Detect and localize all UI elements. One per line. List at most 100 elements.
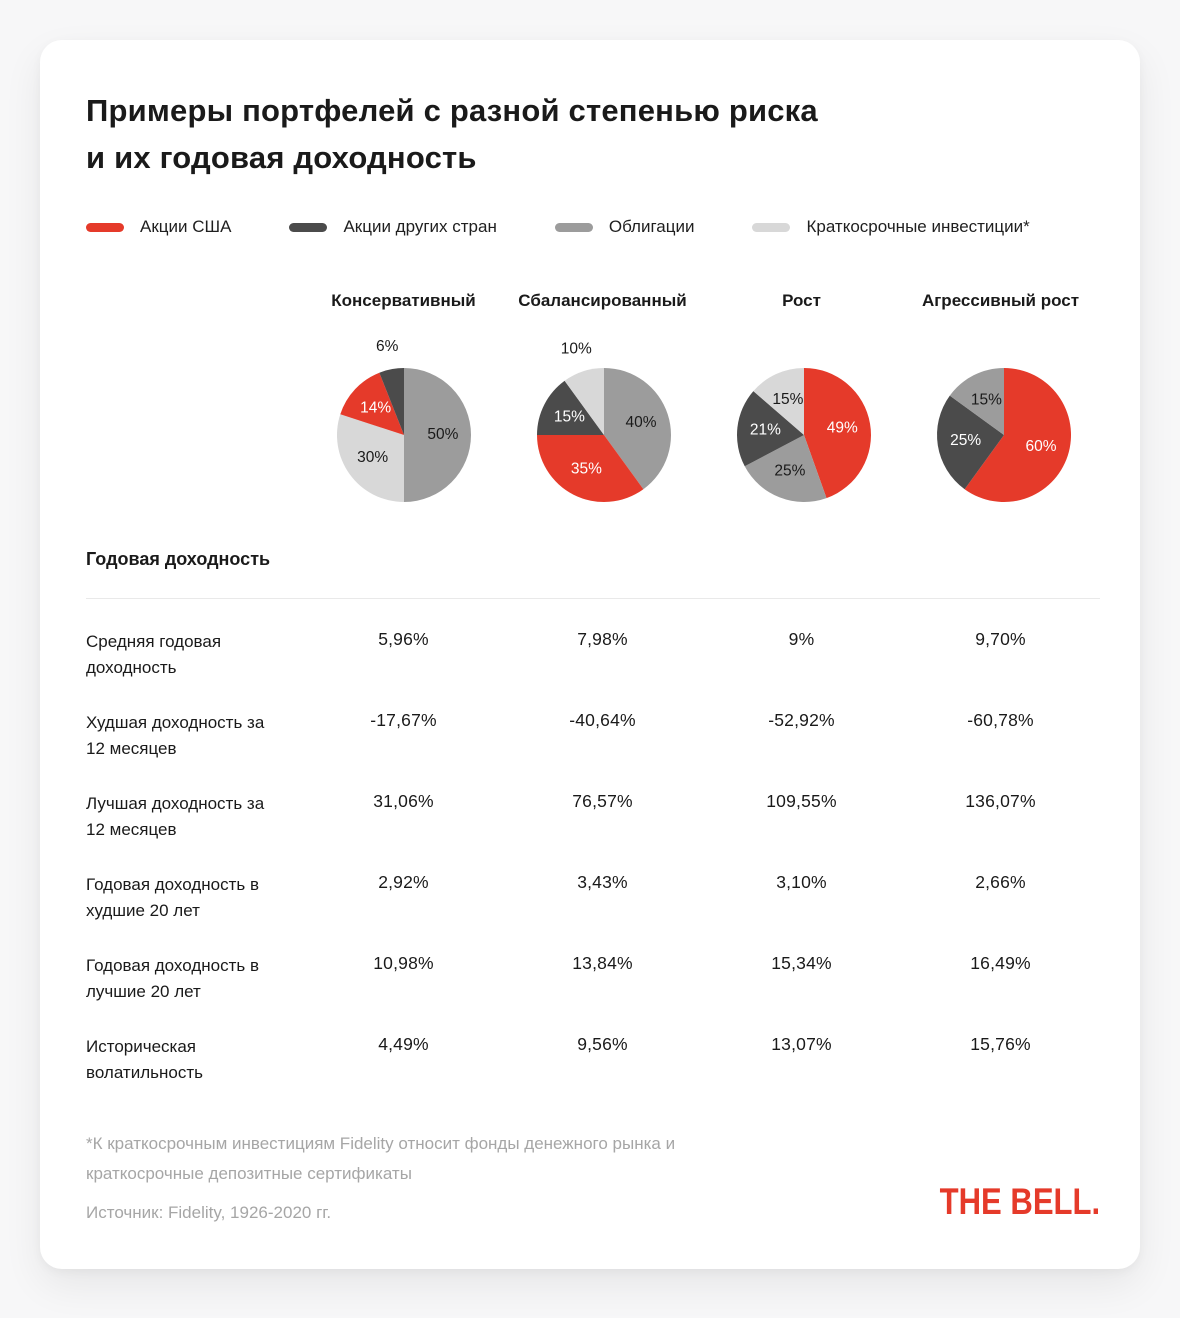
- row-label: Годовая доходность в худшие 20 лет: [86, 875, 259, 920]
- legend-swatch-us-stocks-icon: [86, 222, 124, 232]
- page-title-line2: и их годовая доходность: [86, 139, 477, 175]
- pie-slice: [537, 380, 604, 435]
- pie-slice-label: 10%: [561, 341, 592, 358]
- source: Источник: Fidelity, 1926-2020 гг.: [86, 1202, 332, 1222]
- portfolio-header-balanced: Сбалансированный: [518, 291, 687, 310]
- page-title-line1: Примеры портфелей с разной степенью риск…: [86, 93, 818, 128]
- pie-slice: [337, 414, 404, 502]
- legend-swatch-short-term-icon: [752, 222, 791, 232]
- pie-slice-label: 50%: [427, 426, 458, 443]
- pie-slice-label: 6%: [376, 338, 399, 355]
- pie-slice-label: 25%: [950, 432, 981, 449]
- pie-slice-label: 30%: [357, 449, 388, 466]
- row-value: 15,34%: [771, 953, 832, 973]
- row-label: Лучшая доходность за 12 месяцев: [86, 794, 265, 839]
- row-value: 2,92%: [378, 872, 429, 892]
- row-value: 109,55%: [766, 791, 837, 811]
- row-value: 136,07%: [965, 791, 1036, 811]
- row-value: 3,10%: [776, 872, 827, 892]
- portfolio-header-aggressive-growth: Агрессивный рост: [921, 291, 1080, 310]
- row-value: 16,49%: [970, 953, 1031, 973]
- page-title: Примеры портфелей с разной степенью риск…: [86, 88, 1100, 181]
- row-value: 10,98%: [373, 953, 434, 973]
- row-value: 9,56%: [577, 1034, 628, 1054]
- row-value: -17,67%: [370, 710, 437, 730]
- pie-slice: [964, 368, 1072, 502]
- spacer: [86, 323, 304, 519]
- legend-item-short-term: Краткосрочные инвестиции*: [752, 217, 1030, 237]
- portfolio-header-growth: Рост: [782, 291, 821, 310]
- row-label: Историческая волатильность: [86, 1037, 203, 1082]
- row-value: 9,70%: [975, 629, 1026, 649]
- pie-slice: [744, 435, 827, 502]
- pie-slice-label: 49%: [827, 419, 858, 436]
- spacer: [86, 291, 304, 311]
- legend-swatch-intl-stocks-icon: [289, 222, 328, 232]
- legend-label: Акции других стран: [343, 217, 497, 236]
- pie-slice: [949, 368, 1004, 435]
- pie-slice: [804, 368, 871, 499]
- divider: [86, 598, 1100, 599]
- legend-item-bonds: Облигации: [554, 217, 695, 237]
- pie-slice-label: 15%: [554, 408, 585, 425]
- row-label: Худшая доходность за 12 месяцев: [86, 713, 265, 758]
- row-value: 5,96%: [378, 629, 429, 649]
- footer: *К краткосрочным инвестициям Fidelity от…: [86, 1129, 1100, 1223]
- pie-slice-label: 40%: [625, 414, 656, 431]
- legend-label: Акции США: [140, 217, 232, 236]
- pie-slice: [736, 391, 804, 467]
- footer-left: *К краткосрочным инвестициям Fidelity от…: [86, 1129, 696, 1223]
- row-value: 4,49%: [378, 1034, 429, 1054]
- pie-slice-label: 15%: [971, 391, 1002, 408]
- pie-slice: [564, 368, 604, 435]
- pie-slice: [340, 372, 404, 435]
- pie-slice-label: 14%: [360, 399, 391, 416]
- pie-slice: [604, 368, 671, 490]
- row-value: 3,43%: [577, 872, 628, 892]
- row-value: -40,64%: [569, 710, 636, 730]
- pie-chart-aggressive-growth: 60% 25% 15%: [904, 323, 1104, 519]
- row-value: 31,06%: [373, 791, 434, 811]
- row-value: 7,98%: [577, 629, 628, 649]
- pie-slice-label: 25%: [774, 462, 805, 479]
- row-value: 9%: [788, 629, 815, 649]
- table-row: Годовая доходность в лучшие 20 лет 10,98…: [86, 953, 1100, 1004]
- row-value: 15,76%: [970, 1034, 1031, 1054]
- legend-swatch-bonds-icon: [554, 222, 593, 232]
- table-section-title: Годовая доходность: [86, 549, 271, 569]
- row-label: Годовая доходность в лучшие 20 лет: [86, 956, 259, 1001]
- row-value: 13,84%: [572, 953, 633, 973]
- pie-chart-balanced: 40% 35% 15% 10%: [504, 323, 704, 519]
- table-row: Средняя годовая доходность 5,96% 7,98% 9…: [86, 629, 1100, 680]
- pie-slice: [379, 368, 404, 435]
- legend-item-intl-stocks: Акции других стран: [289, 217, 497, 237]
- table-row: Годовая доходность в худшие 20 лет 2,92%…: [86, 872, 1100, 923]
- row-value: 2,66%: [975, 872, 1026, 892]
- legend-label: Краткосрочные инвестиции*: [806, 217, 1030, 236]
- row-value: -52,92%: [768, 710, 835, 730]
- table-row: Худшая доходность за 12 месяцев -17,67% …: [86, 710, 1100, 761]
- row-value: 76,57%: [572, 791, 633, 811]
- pie-slice-label: 35%: [571, 461, 602, 478]
- row-value: 13,07%: [771, 1034, 832, 1054]
- table-row: Лучшая доходность за 12 месяцев 31,06% 7…: [86, 791, 1100, 842]
- portfolio-headers: Консервативный Сбалансированный Рост Агр…: [86, 291, 1100, 311]
- infographic-card: Примеры портфелей с разной степенью риск…: [40, 40, 1140, 1269]
- pie-charts-row: 50% 30% 14% 6% 40% 35% 15% 10% 49% 25% 21% 15% 60…: [86, 323, 1100, 519]
- pie-slice-label: 15%: [772, 391, 803, 408]
- legend-item-us-stocks: Акции США: [86, 217, 231, 237]
- pie-slice: [937, 395, 1004, 490]
- portfolio-header-conservative: Консервативный: [331, 291, 476, 310]
- pie-slice: [753, 368, 804, 435]
- pie-slice-label: 21%: [750, 422, 781, 439]
- row-value: -60,78%: [967, 710, 1034, 730]
- pie-slice: [404, 368, 471, 502]
- pie-chart-conservative: 50% 30% 14% 6%: [304, 323, 504, 519]
- legend-label: Облигации: [608, 217, 695, 236]
- table-row: Историческая волатильность 4,49% 9,56% 1…: [86, 1034, 1100, 1085]
- pie-chart-growth: 49% 25% 21% 15%: [704, 323, 904, 519]
- the-bell-logo: THE BELL.: [939, 1180, 1100, 1222]
- pie-slice: [537, 435, 644, 502]
- legend: Акции США Акции других стран Облигации К…: [86, 217, 1100, 237]
- pie-slice-label: 60%: [1025, 438, 1056, 455]
